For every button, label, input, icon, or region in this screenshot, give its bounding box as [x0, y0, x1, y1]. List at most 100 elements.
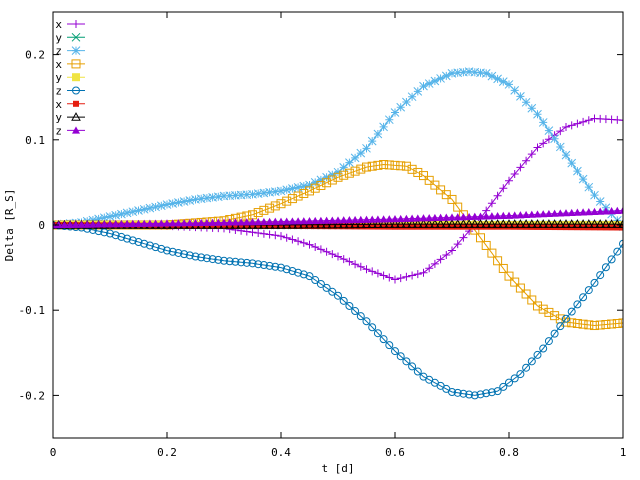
- series-3-z: [53, 67, 623, 232]
- series-7-point: [506, 223, 512, 230]
- legend-entry-1: x: [55, 18, 85, 31]
- series-1-point: [562, 123, 570, 132]
- series-9-point: [391, 215, 399, 223]
- series-9-point: [77, 220, 86, 228]
- series-9-point: [533, 210, 542, 218]
- series-3-point: [561, 150, 571, 160]
- series-3-point: [242, 190, 252, 200]
- legend-entry-6: z: [55, 85, 85, 98]
- series-8-point: [561, 219, 571, 228]
- series-6-point: [601, 263, 610, 272]
- series-3-point: [521, 97, 531, 107]
- series-1-point: [328, 250, 337, 259]
- series-1-point: [351, 260, 360, 269]
- series-9-point: [499, 211, 508, 219]
- series-8-point: [487, 219, 497, 228]
- series-1-point: [584, 116, 593, 125]
- series-3-point: [527, 103, 537, 113]
- series-3-point: [510, 86, 520, 95]
- series-3-point: [350, 153, 360, 163]
- series-6-point: [516, 370, 525, 379]
- series-1-point: [573, 119, 582, 128]
- series-9-point: [516, 211, 525, 219]
- series-6-point: [482, 389, 491, 398]
- x-tick-label: 0.4: [271, 446, 291, 459]
- series-4-point: [476, 233, 485, 243]
- series-4-point: [441, 190, 451, 200]
- series-9-point: [225, 218, 234, 226]
- series-8-point: [612, 219, 623, 228]
- legend-label: x: [55, 58, 62, 71]
- series-4-point: [544, 307, 554, 317]
- series-9-point: [419, 214, 428, 222]
- legend-marker: [71, 112, 81, 121]
- series-7-point: [272, 222, 279, 229]
- series-6-point: [220, 256, 228, 265]
- series-9-point: [231, 218, 240, 226]
- series-9-z: [53, 206, 623, 229]
- series-8-point: [378, 219, 389, 228]
- series-6-point: [396, 352, 405, 361]
- series-3-point: [219, 191, 229, 201]
- series-7-point: [317, 223, 324, 230]
- series-7-point: [323, 223, 330, 230]
- series-6-point: [294, 268, 303, 277]
- series-6-point: [476, 390, 485, 399]
- series-9-point: [544, 209, 553, 218]
- legend-marker: [72, 20, 80, 28]
- series-3-point: [384, 115, 394, 125]
- series-3-point: [128, 207, 138, 217]
- series-9-point: [322, 216, 331, 224]
- series-6-point: [106, 229, 114, 238]
- series-6-point: [567, 307, 576, 316]
- series-9-point: [453, 213, 462, 221]
- legend-marker: [71, 59, 81, 69]
- series-3-point: [441, 71, 451, 81]
- series-6-point: [527, 357, 536, 366]
- series-4-point: [276, 199, 286, 209]
- series-9-point: [134, 219, 143, 227]
- series-3-point: [282, 185, 292, 195]
- series-6-point: [128, 236, 137, 245]
- legend-marker: [72, 126, 80, 134]
- series-9-point: [168, 219, 177, 227]
- series-7-point: [266, 222, 273, 229]
- series-6-point: [465, 390, 474, 399]
- series-4-point: [487, 248, 497, 258]
- series-7-point: [226, 222, 233, 229]
- series-3-point: [185, 196, 195, 205]
- legend-entry-3: z: [55, 45, 85, 58]
- series-4-point: [607, 319, 617, 329]
- series-9-point: [163, 219, 171, 227]
- series-3-point: [419, 81, 428, 91]
- series-6-z: [53, 221, 623, 400]
- series-4-point: [287, 194, 297, 204]
- series-4-x: [53, 160, 623, 331]
- series-9-point: [248, 218, 257, 226]
- series-6-point: [345, 301, 354, 310]
- series-6-point: [328, 287, 337, 296]
- series-6-point: [368, 323, 377, 332]
- series-1-point: [294, 237, 303, 246]
- series-3-point: [573, 166, 582, 176]
- series-8-point: [583, 219, 594, 228]
- series-3-point: [236, 190, 246, 200]
- series-3-point: [373, 129, 383, 139]
- series-1-point: [259, 229, 268, 238]
- legend-entry-2: y: [55, 31, 85, 44]
- legend-label: y: [55, 71, 62, 84]
- series-8-point: [321, 219, 332, 229]
- series-9-point: [396, 214, 405, 223]
- x-axis-label: t [d]: [321, 462, 354, 475]
- series-3-point: [453, 68, 463, 78]
- series-1-point: [619, 116, 623, 125]
- series-4-point: [601, 320, 611, 330]
- series-9-point: [430, 213, 439, 222]
- series-3-point: [578, 174, 588, 184]
- series-9-point: [436, 213, 445, 221]
- series-4-point: [265, 203, 275, 213]
- series-1-point: [425, 264, 434, 273]
- series-1-point: [282, 233, 291, 242]
- series-3-point: [407, 92, 417, 102]
- series-9-point: [208, 218, 217, 226]
